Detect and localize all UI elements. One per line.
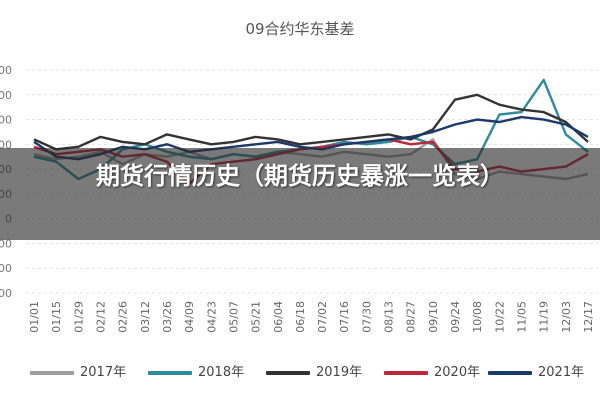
x-tick-label: 01/01 — [28, 301, 41, 333]
x-tick-label: 10/08 — [471, 301, 484, 333]
x-tick-label: 01/29 — [72, 301, 85, 333]
overlay-banner-text: 期货行情历史（期货历史暴涨一览表） — [96, 162, 504, 190]
x-tick-label: 10/22 — [493, 301, 506, 333]
x-tick-label: 06/18 — [294, 301, 307, 333]
legend-item: 2018年 — [148, 362, 244, 384]
legend-item: 2019年 — [266, 362, 362, 384]
legend-label: 2019年 — [316, 365, 363, 380]
x-tick-label: 11/19 — [538, 301, 551, 333]
x-tick-label: 08/27 — [405, 301, 418, 333]
legend-item: 2020年 — [384, 362, 480, 384]
legend-swatch — [488, 370, 532, 375]
y-tick-label: 00 — [0, 287, 12, 300]
x-tick-label: 12/03 — [560, 301, 573, 333]
y-tick-label: 00 — [0, 237, 12, 250]
legend-label: 2018年 — [198, 365, 245, 380]
legend-label: 2020年 — [434, 365, 481, 380]
x-tick-label: 06/04 — [272, 301, 285, 333]
x-tick-label: 05/07 — [227, 301, 240, 333]
legend-swatch — [266, 370, 310, 375]
legend-item: 2017年 — [30, 362, 126, 384]
chart-legend: 2017年 2018年 2019年 2020年 2021年 — [0, 362, 600, 384]
x-tick-label: 02/26 — [117, 301, 130, 333]
legend-label: 2017年 — [80, 365, 127, 380]
x-tick-label: 07/02 — [316, 301, 329, 333]
x-tick-label: 03/26 — [161, 301, 174, 333]
x-tick-label: 02/12 — [94, 301, 107, 333]
overlay-banner — [0, 148, 600, 240]
legend-swatch — [30, 370, 74, 375]
series-line — [33, 93, 589, 151]
chart-title: 09合约华东基差 — [245, 20, 355, 38]
x-tick-label: 03/12 — [139, 301, 152, 333]
legend-item: 2021年 — [488, 362, 584, 384]
legend-swatch — [148, 370, 192, 375]
x-tick-label: 12/17 — [582, 301, 595, 333]
legend-swatch — [384, 370, 428, 375]
x-tick-label: 11/05 — [516, 301, 529, 333]
x-tick-label: 04/23 — [205, 301, 218, 333]
x-tick-label: 05/21 — [250, 301, 263, 333]
x-tick-label: 09/10 — [427, 301, 440, 333]
x-tick-label: 07/30 — [360, 301, 373, 333]
y-tick-label: 00 — [0, 64, 12, 77]
x-tick-label: 09/24 — [449, 301, 462, 333]
x-tick-label: 07/16 — [338, 301, 351, 333]
y-tick-label: 00 — [0, 262, 12, 275]
x-tick-label: 08/13 — [383, 301, 396, 333]
y-tick-label: 00 — [0, 89, 12, 102]
y-tick-label: 00 — [0, 114, 12, 127]
x-tick-label: 01/15 — [50, 301, 63, 333]
x-tick-label: 04/09 — [183, 301, 196, 333]
legend-label: 2021年 — [538, 365, 585, 380]
